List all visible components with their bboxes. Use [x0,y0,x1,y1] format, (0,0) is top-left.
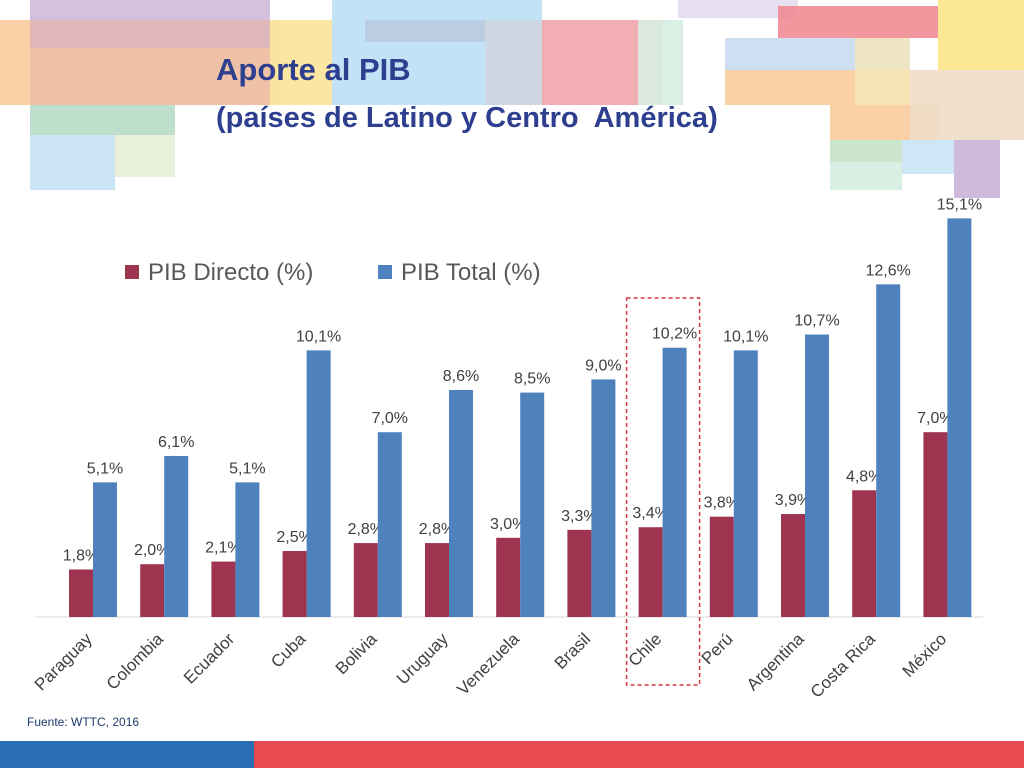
legend-swatch-directo [125,265,139,279]
legend-label-total: PIB Total (%) [401,259,541,286]
bar-total [377,432,402,617]
data-label: 2,8% [348,521,384,538]
legend-swatch-total [378,265,392,279]
data-label: 3,3% [561,508,597,525]
category-label: Colombia [103,629,168,694]
data-label: 8,6% [443,368,479,385]
data-label: 1,8% [63,547,99,564]
category-label: Bolivia [332,629,381,678]
bar-total [662,347,687,617]
category-label: Brasil [551,629,594,672]
bar-total [591,379,616,617]
bar-directo [852,490,877,617]
data-label: 3,4% [632,505,668,522]
bar-directo [282,551,307,617]
bar-directo [496,537,521,617]
data-label: 10,2% [652,326,697,343]
highlight-box-chile [625,297,701,686]
bar-directo [69,569,93,617]
bar-total [235,482,260,617]
data-label: 10,7% [794,313,839,330]
bar-total [93,482,117,617]
data-label: 5,1% [87,460,123,477]
category-label: Paraguay [31,629,96,694]
bar-directo [923,432,948,617]
bar-total [306,350,331,617]
bar-total [733,350,758,617]
bar-directo [140,564,165,617]
data-label: 10,1% [723,328,768,345]
data-label: 7,0% [917,410,953,427]
bar-total [876,284,901,617]
category-label: Perú [698,629,737,668]
category-label: Cuba [267,629,310,672]
category-label: Venezuela [453,629,523,699]
data-label: 2,1% [205,540,241,557]
bar-total [164,455,189,617]
source-note: Fuente: WTTC, 2016 [27,715,140,729]
legend-label-directo: PIB Directo (%) [148,259,313,286]
category-label: Ecuador [180,629,238,687]
data-label: 4,8% [846,468,882,485]
data-label: 15,1% [937,196,982,213]
category-label: Argentina [743,629,808,694]
data-label: 2,8% [419,521,455,538]
data-label: 3,0% [490,516,526,533]
data-label: 3,9% [775,492,811,509]
bar-total [449,389,473,617]
footer-bar-red [254,741,1024,768]
data-label: 10,1% [296,328,341,345]
data-label: 2,0% [134,542,170,559]
category-label: Uruguay [393,629,452,688]
footer-bar-blue [0,741,254,768]
bar-chart: 1,8% 5,1% Paraguay 2,0% 6,1% Colombia 2,1% 5,1%… [31,196,983,702]
bar-directo [567,529,592,617]
category-label: Chile [625,629,666,670]
category-label: México [899,629,951,681]
bar-directo [353,543,378,617]
data-label: 9,0% [585,357,621,374]
bar-directo [781,514,805,617]
data-label: 12,6% [866,262,911,279]
bar-directo [638,527,663,617]
data-label: 7,0% [372,410,408,427]
bar-directo [709,516,734,617]
bar-total [805,334,829,617]
category-label: Costa Rica [807,629,880,702]
data-label: 8,5% [514,371,550,388]
bar-total [520,392,545,617]
data-label: 5,1% [229,460,265,477]
bar-directo [425,543,449,617]
data-label: 2,5% [276,529,312,546]
bar-directo [211,561,236,617]
bar-total [947,218,972,618]
data-label: 6,1% [158,434,194,451]
slide-subtitle: (países de Latino y Centro América) [216,102,718,134]
slide-title: Aporte al PIB [216,52,411,87]
data-label: 3,8% [704,495,740,512]
